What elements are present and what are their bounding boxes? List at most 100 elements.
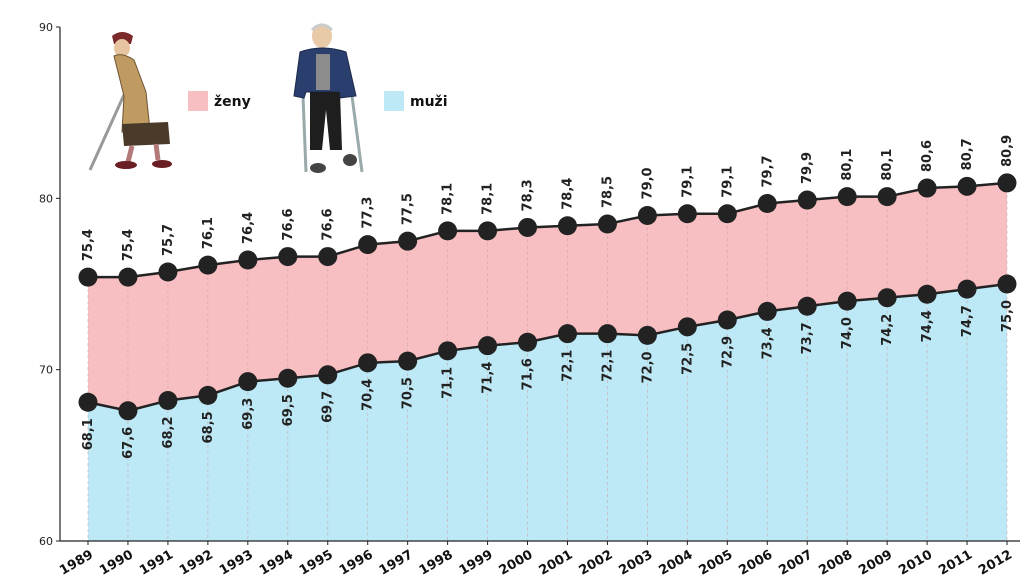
data-label-muzi: 68,2	[161, 417, 176, 449]
data-label-muzi: 70,5	[401, 377, 416, 409]
marker-zeny	[398, 231, 418, 251]
x-tick-label: 2001	[537, 547, 576, 575]
marker-muzi	[837, 291, 857, 311]
marker-zeny	[757, 193, 777, 213]
data-label-muzi: 71,1	[441, 367, 456, 399]
marker-muzi	[438, 341, 458, 361]
data-label-muzi: 69,7	[321, 391, 336, 423]
marker-zeny	[478, 221, 498, 241]
data-label-zeny: 78,5	[600, 176, 615, 208]
marker-zeny	[837, 187, 857, 207]
elderly-man-illustration	[293, 23, 364, 173]
marker-muzi	[637, 325, 657, 345]
marker-muzi	[198, 385, 218, 405]
axes: 60 70 80 90	[39, 21, 1020, 548]
marker-muzi	[997, 274, 1017, 294]
data-label-muzi: 71,4	[481, 362, 496, 394]
x-tick-label: 2005	[696, 547, 735, 575]
marker-muzi	[238, 372, 258, 392]
data-label-zeny: 80,6	[920, 140, 935, 172]
marker-zeny	[597, 214, 617, 234]
x-tick-label: 1998	[417, 547, 456, 575]
data-label-zeny: 75,4	[121, 229, 136, 261]
data-label-muzi: 69,5	[281, 394, 296, 426]
data-label-zeny: 80,7	[960, 138, 975, 170]
marker-muzi	[518, 332, 538, 352]
data-label-muzi: 74,4	[920, 310, 935, 342]
data-label-zeny: 79,9	[800, 152, 815, 184]
marker-zeny	[358, 235, 378, 255]
marker-muzi	[917, 284, 937, 304]
x-tick-label: 2000	[497, 547, 536, 575]
x-tick-label: 2008	[816, 547, 855, 575]
legend-label-zeny: ženy	[214, 94, 251, 110]
marker-muzi	[557, 324, 577, 344]
marker-zeny	[877, 187, 897, 207]
marker-zeny	[637, 205, 657, 225]
y-tick-label: 90	[39, 21, 53, 34]
data-label-zeny: 77,3	[361, 197, 376, 229]
x-tick-label: 2004	[657, 547, 696, 575]
area-muzi	[88, 284, 1007, 541]
data-label-muzi: 69,3	[241, 398, 256, 430]
x-tick-label: 1991	[137, 547, 176, 575]
x-tick-label: 1996	[337, 547, 376, 575]
marker-muzi	[797, 296, 817, 316]
data-label-zeny: 76,6	[321, 209, 336, 241]
data-label-zeny: 76,1	[201, 217, 216, 249]
data-label-muzi: 68,5	[201, 411, 216, 443]
x-tick-label: 2006	[736, 547, 775, 575]
data-label-muzi: 72,9	[720, 336, 735, 368]
data-label-zeny: 78,3	[521, 179, 536, 211]
data-label-zeny: 78,1	[481, 183, 496, 215]
marker-zeny	[438, 221, 458, 241]
x-tick-label: 1992	[177, 547, 216, 575]
marker-zeny	[318, 247, 338, 267]
x-tick-label: 1999	[457, 547, 496, 575]
x-tick-label: 2002	[577, 547, 616, 575]
marker-zeny	[797, 190, 817, 210]
x-tick-label: 2003	[617, 547, 656, 575]
marker-muzi	[398, 351, 418, 371]
marker-muzi	[957, 279, 977, 299]
x-tick-label: 2012	[976, 547, 1015, 575]
marker-muzi	[158, 391, 178, 411]
marker-zeny	[717, 204, 737, 224]
marker-zeny	[917, 178, 937, 198]
marker-muzi	[757, 301, 777, 321]
marker-muzi	[78, 392, 98, 412]
marker-zeny	[238, 250, 258, 270]
x-tick-label: 2010	[896, 547, 935, 575]
gridline-layer	[87, 182, 1008, 541]
data-label-zeny: 79,0	[640, 167, 655, 199]
data-label-zeny: 76,4	[241, 212, 256, 244]
marker-zeny	[557, 216, 577, 236]
data-label-muzi: 73,7	[800, 322, 815, 354]
marker-zeny	[997, 173, 1017, 193]
legend: ženy muži	[188, 91, 448, 111]
marker-muzi	[358, 353, 378, 373]
data-label-muzi: 72,5	[680, 343, 695, 375]
data-label-muzi: 72,1	[600, 350, 615, 382]
marker-zeny	[518, 217, 538, 237]
data-label-muzi: 75,0	[1000, 300, 1015, 332]
legend-label-muzi: muži	[410, 94, 448, 110]
marker-muzi	[478, 336, 498, 356]
marker-muzi	[717, 310, 737, 330]
data-label-zeny: 79,7	[760, 155, 775, 187]
area-zeny	[88, 182, 1007, 411]
marker-zeny	[677, 204, 697, 224]
marker-muzi	[318, 365, 338, 385]
marker-muzi	[597, 324, 617, 344]
data-label-zeny: 80,9	[1000, 135, 1015, 167]
x-tick-label: 1990	[97, 547, 136, 575]
area-layer	[88, 182, 1007, 541]
x-tick-label: 2007	[776, 547, 815, 575]
data-label-muzi: 74,0	[840, 317, 855, 349]
marker-zeny	[957, 176, 977, 196]
data-label-muzi: 67,6	[121, 427, 136, 459]
x-tick-label: 2009	[856, 547, 895, 575]
data-label-muzi: 73,4	[760, 327, 775, 359]
marker-layer	[78, 173, 1017, 421]
